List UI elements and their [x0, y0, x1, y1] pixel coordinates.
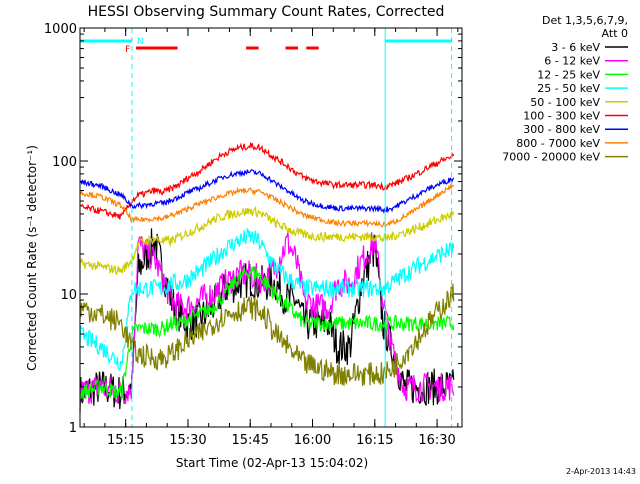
series-line-0: [79, 228, 455, 412]
series-line-2: [79, 266, 455, 401]
x-tick-label: 15:30: [169, 433, 206, 448]
chart-title: HESSI Observing Summary Count Rates, Cor…: [88, 4, 445, 20]
flag-label-f: F: [125, 45, 130, 55]
legend-label-3: 25 - 50 keV: [537, 82, 600, 95]
x-tick-label: 15:15: [107, 433, 144, 448]
x-tick-label: 16:15: [356, 433, 393, 448]
y-tick-label: 1: [69, 421, 77, 436]
x-axis-label: Start Time (02-Apr-13 15:04:02): [176, 456, 368, 470]
legend-label-6: 300 - 800 keV: [523, 123, 600, 136]
series-line-6: [79, 169, 455, 215]
legend-label-2: 12 - 25 keV: [537, 68, 600, 81]
series-line-7: [79, 183, 455, 229]
legend-label-7: 800 - 7000 keV: [516, 137, 600, 150]
legend-label-1: 6 - 12 keV: [544, 55, 600, 68]
x-tick-label: 16:00: [294, 433, 331, 448]
x-tick-label: 16:30: [418, 433, 455, 448]
x-tick-label: 15:45: [232, 433, 269, 448]
y-tick-label: 100: [52, 155, 77, 170]
legend-label-8: 7000 - 20000 keV: [502, 151, 600, 164]
legend-label-5: 100 - 300 keV: [523, 110, 600, 123]
series-line-5: [79, 141, 455, 220]
y-tick-label: 10: [60, 288, 77, 303]
legend-header-line-1: Det 1,3,5,6,7,9,: [542, 14, 628, 27]
y-tick-label: 1000: [44, 22, 77, 37]
series-line-4: [79, 206, 455, 276]
y-axis-label: Corrected Count Rate (s⁻¹ detector⁻¹): [25, 145, 39, 371]
footer-timestamp: 2-Apr-2013 14:43: [566, 467, 636, 476]
legend-label-0: 3 - 6 keV: [551, 41, 600, 54]
series-line-8: [79, 283, 455, 387]
legend-label-4: 50 - 100 keV: [530, 96, 600, 109]
series-line-3: [79, 227, 455, 372]
flag-label-n: N: [137, 37, 144, 47]
legend-header-line-2: Att 0: [602, 27, 628, 40]
